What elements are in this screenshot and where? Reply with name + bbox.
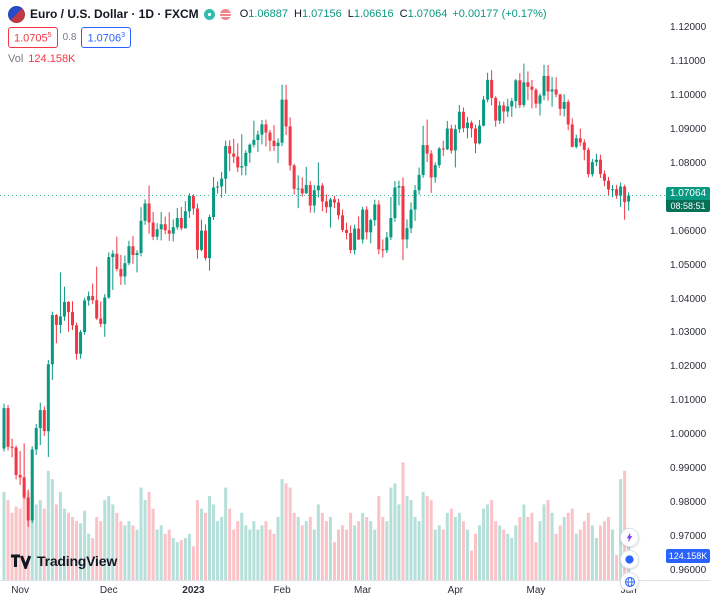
price-axis-label: 1.01000 [670,395,707,407]
price-axis-label: 1.04000 [670,293,707,305]
blue-dot-button[interactable] [620,550,639,569]
blue-dot-icon [625,555,634,564]
price-axis-label: 1.09000 [670,123,707,135]
floating-buttons [620,528,639,591]
price-axis-label: 1.06000 [670,225,707,237]
time-axis-label: Nov [11,585,30,596]
low-label: L [347,8,354,20]
ohlc-values: O1.06887 H1.07156 L1.06616 C1.07064 [240,8,448,20]
spread-value: 0.8 [62,31,77,43]
sell-price-button[interactable]: 1.07055 [8,27,58,48]
volume-label: Vol [8,52,24,65]
price-axis-label: 1.11000 [670,55,706,67]
time-axis[interactable]: NovDec2023FebMarAprMayJun [0,580,710,600]
time-axis-label: Feb [273,585,291,596]
legend: Euro / U.S. Dollar · 1D · FXCM O1.06887 … [8,5,547,65]
price-axis-label: 1.03000 [670,327,707,339]
volume-axis-badge: 124.158K [666,549,710,563]
eye-icon[interactable] [203,8,215,20]
globe-button[interactable] [620,572,639,591]
tradingview-logo[interactable]: TradingView [10,553,117,569]
price-axis-label: 1.02000 [670,361,707,373]
time-axis-label: Apr [447,585,464,596]
alerts-lightning-button[interactable] [620,528,639,547]
globe-icon [624,576,635,587]
open-label: O [239,8,249,20]
price-axis-label: 1.05000 [670,259,707,271]
time-axis-label: May [526,585,546,596]
price-axis-label: 0.98000 [670,497,707,509]
tradingview-logo-mark [10,553,32,569]
low-value: 1.06616 [353,8,394,20]
lightning-icon [626,532,633,543]
close-value: 1.07064 [407,8,448,20]
change-value: +0.00177 (+0.17%) [452,8,547,20]
close-label: C [399,8,408,20]
price-axis-label: 0.97000 [670,531,707,543]
candlestick-chart[interactable] [0,0,666,580]
symbol-logo-icon [8,5,25,23]
price-axis-label: 1.10000 [670,89,707,101]
high-value: 1.07156 [301,8,342,20]
symbol-title[interactable]: Euro / U.S. Dollar · 1D · FXCM [30,7,199,21]
tradingview-logo-text: TradingView [37,553,118,569]
volume-value: 124.158K [28,52,76,65]
buy-price-button[interactable]: 1.07063 [81,27,132,48]
price-axis-label: 1.08000 [670,157,707,169]
quick-menu-icon[interactable] [219,8,231,20]
price-axis[interactable]: 1.12000 1.11000 1.10000 1.09000 1.08000 1.070… [666,0,710,580]
high-label: H [294,8,302,20]
chart-canvas[interactable]: Euro / U.S. Dollar · 1D · FXCM O1.06887 … [0,0,666,591]
time-axis-label: Dec [99,585,118,596]
bar-countdown: 08:58:51 [666,199,710,212]
last-price-badge: 1.07064 08:58:51 [666,186,710,212]
last-price-value: 1.07064 [666,186,710,200]
time-axis-label: 2023 [182,585,205,596]
open-value: 1.06887 [248,8,289,20]
price-axis-label: 1.12000 [670,22,707,33]
price-axis-label: 0.99000 [670,463,707,475]
time-axis-label: Mar [354,585,372,596]
price-axis-label: 1.00000 [670,429,707,441]
price-axis-label: 0.96000 [670,565,707,576]
